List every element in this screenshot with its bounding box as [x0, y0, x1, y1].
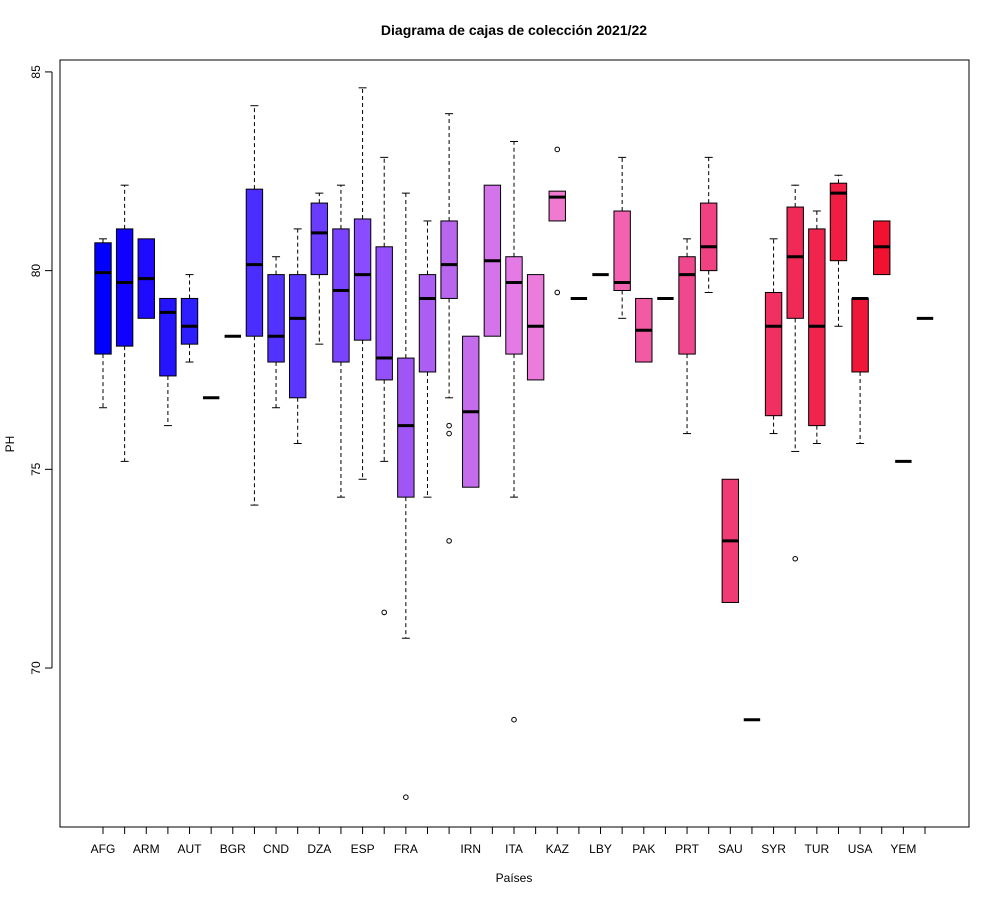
chart-title: Diagrama de cajas de colección 2021/22 — [381, 22, 647, 38]
boxes-layer — [94, 87, 934, 800]
x-tick-label: IRN — [460, 842, 481, 856]
box-group-18 — [483, 184, 502, 337]
box-group-14 — [397, 192, 415, 800]
box-group-4 — [180, 274, 199, 363]
box-group-20 — [526, 274, 545, 381]
box-iqr — [267, 274, 285, 363]
box-group-36 — [873, 220, 891, 276]
box-group-0 — [94, 238, 112, 409]
y-tick-label: 70 — [29, 661, 43, 675]
x-tick-label: AFG — [91, 842, 116, 856]
box-group-7 — [245, 105, 264, 506]
box-group-9 — [288, 228, 307, 444]
box-group-3 — [159, 297, 177, 427]
box-group-16 — [440, 113, 458, 544]
outlier-point — [446, 430, 452, 437]
box-iqr — [851, 297, 869, 373]
box-iqr — [375, 246, 393, 381]
box-group-29 — [721, 478, 740, 603]
x-tick-label: YEM — [890, 842, 916, 856]
box-group-13 — [375, 156, 393, 616]
box-group-12 — [353, 87, 372, 480]
plot-frame — [59, 59, 970, 828]
box-iqr — [418, 274, 437, 373]
box-group-10 — [310, 192, 329, 345]
x-tick-label: ITA — [505, 842, 523, 856]
box-group-31 — [764, 238, 783, 435]
x-tick-label: ESP — [351, 842, 375, 856]
box-group-24 — [613, 156, 631, 319]
x-tick-label: SAU — [718, 842, 743, 856]
box-iqr — [786, 206, 804, 319]
x-tick-label: PRT — [675, 842, 699, 856]
y-tick-label: 80 — [29, 264, 43, 278]
y-tick-label: 85 — [29, 65, 43, 79]
box-iqr — [310, 202, 329, 276]
box-group-19 — [505, 140, 523, 723]
outlier-point — [403, 794, 409, 800]
x-tick-label: BGR — [220, 842, 246, 856]
y-axis-label: PH — [3, 436, 17, 453]
box-iqr — [94, 242, 112, 355]
box-group-28 — [699, 156, 718, 293]
box-group-25 — [635, 297, 653, 363]
box-iqr — [505, 256, 523, 355]
outlier-point — [511, 716, 517, 723]
box-group-33 — [808, 210, 826, 444]
x-tick-label: KAZ — [546, 842, 569, 856]
box-iqr — [180, 297, 199, 345]
box-iqr — [245, 188, 264, 337]
box-group-35 — [851, 296, 869, 444]
box-iqr — [115, 228, 134, 347]
box-iqr — [440, 220, 458, 299]
box-iqr — [159, 297, 177, 377]
x-tick-label: AUT — [178, 842, 203, 856]
outlier-point — [446, 538, 452, 544]
box-group-8 — [267, 256, 285, 409]
box-group-11 — [332, 184, 350, 498]
x-tick-label: USA — [848, 842, 873, 856]
box-iqr — [332, 228, 350, 363]
x-tick-label: SYR — [761, 842, 786, 856]
outlier-point — [554, 146, 561, 153]
box-iqr — [288, 274, 307, 399]
x-tick-label: CND — [263, 842, 289, 856]
outlier-point — [554, 289, 561, 296]
outlier-point — [792, 555, 799, 562]
box-group-21 — [548, 146, 566, 296]
box-group-15 — [418, 220, 437, 498]
box-iqr — [699, 202, 718, 272]
box-group-27 — [678, 238, 696, 435]
box-group-17 — [462, 335, 480, 488]
x-tick-label: ARM — [133, 842, 160, 856]
box-iqr — [764, 291, 783, 417]
box-iqr — [397, 357, 415, 498]
y-tick-label: 75 — [29, 462, 43, 476]
x-axis-label: Países — [496, 871, 533, 885]
box-iqr — [613, 210, 631, 291]
box-iqr — [829, 182, 848, 262]
box-group-2 — [137, 238, 155, 319]
x-tick-label: FRA — [394, 842, 418, 856]
x-tick-label: DZA — [307, 842, 331, 856]
x-tick-label: PAK — [632, 842, 655, 856]
box-iqr — [678, 256, 696, 355]
box-group-32 — [786, 184, 804, 562]
box-group-1 — [115, 184, 134, 462]
x-tick-label: TUR — [805, 842, 830, 856]
x-axis: AFG ARM AUT BGR CND DZA ESP FRA IRN ITA KAZ LBY PAK P… — [91, 826, 926, 856]
outlier-point — [446, 422, 452, 429]
y-axis: 70 75 80 85 — [29, 65, 53, 675]
outlier-point — [381, 609, 388, 616]
x-tick-label: LBY — [589, 842, 612, 856]
box-group-34 — [829, 174, 848, 327]
box-iqr — [353, 218, 372, 341]
